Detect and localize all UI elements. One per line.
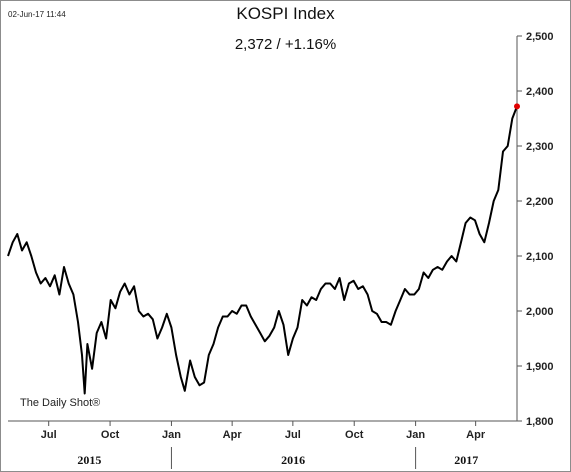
y-tick-label: 2,100 (526, 251, 554, 263)
year-labels: 2015 2016 2017 (77, 447, 478, 469)
series (7, 103, 520, 395)
x-tick-label: Jan (162, 429, 181, 441)
x-tick-label: Oct (345, 429, 364, 441)
y-tick-label: 2,000 (526, 306, 554, 318)
y-tick-label: 2,300 (526, 141, 554, 153)
year-label: 2017 (454, 453, 478, 467)
x-tick-label: Oct (101, 429, 120, 441)
x-tick-label: Jul (285, 429, 301, 441)
x-tick-label: Apr (466, 429, 486, 441)
x-tick-label: Jan (406, 429, 425, 441)
y-tick-label: 2,400 (526, 86, 554, 98)
y-tick-label: 2,500 (526, 31, 554, 43)
chart-subtitle: 2,372 / +1.16% (234, 36, 337, 53)
last-value-marker (514, 103, 520, 110)
timestamp: 02-Jun-17 11:44 (8, 10, 66, 19)
x-tick-label: Apr (223, 429, 243, 441)
y-tick-label: 1,800 (526, 416, 554, 428)
x-tick-label: Jul (41, 429, 57, 441)
axes (8, 36, 518, 422)
year-label: 2015 (77, 453, 101, 467)
kospi-line (7, 106, 518, 395)
watermark: The Daily Shot® (20, 397, 100, 409)
chart-title: KOSPI Index (236, 4, 335, 23)
year-label: 2016 (281, 453, 305, 467)
x-axis-ticks: Jul Oct Jan Apr Jul Oct Jan Apr (41, 421, 486, 441)
y-tick-label: 1,900 (526, 361, 554, 373)
y-tick-label: 2,200 (526, 196, 554, 208)
y-axis-ticks: 1,800 1,900 2,000 2,100 2,200 2,300 2,400 2,500 (517, 31, 554, 428)
